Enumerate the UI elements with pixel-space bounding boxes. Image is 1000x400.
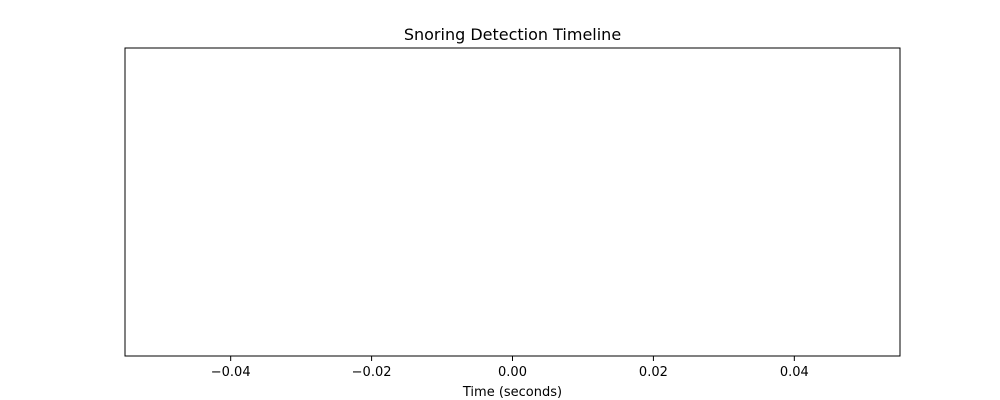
x-axis-ticks: −0.04 −0.02 0.00 0.02 0.04: [211, 356, 809, 380]
x-tick-label: −0.02: [352, 365, 392, 380]
x-tick-label: 0.02: [639, 365, 668, 380]
plot-area: [124, 47, 901, 357]
x-tick-label: −0.04: [211, 365, 251, 380]
x-tick-label: 0.00: [498, 365, 527, 380]
x-tick-label: 0.04: [780, 365, 809, 380]
x-axis-label: Time (seconds): [462, 385, 562, 400]
chart-title: Snoring Detection Timeline: [404, 25, 621, 44]
